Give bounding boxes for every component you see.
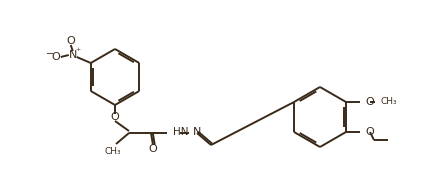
Text: O: O bbox=[66, 36, 75, 46]
Text: O: O bbox=[365, 127, 374, 137]
Text: HN: HN bbox=[173, 128, 188, 138]
Text: O: O bbox=[52, 52, 60, 62]
Text: O: O bbox=[365, 97, 374, 107]
Text: N: N bbox=[68, 50, 77, 60]
Text: O: O bbox=[149, 144, 157, 154]
Text: +: + bbox=[76, 47, 81, 53]
Text: O: O bbox=[110, 112, 120, 122]
Text: N: N bbox=[193, 128, 201, 138]
Text: −: − bbox=[46, 49, 54, 59]
Text: CH₃: CH₃ bbox=[381, 98, 397, 106]
Text: CH₃: CH₃ bbox=[105, 147, 121, 156]
